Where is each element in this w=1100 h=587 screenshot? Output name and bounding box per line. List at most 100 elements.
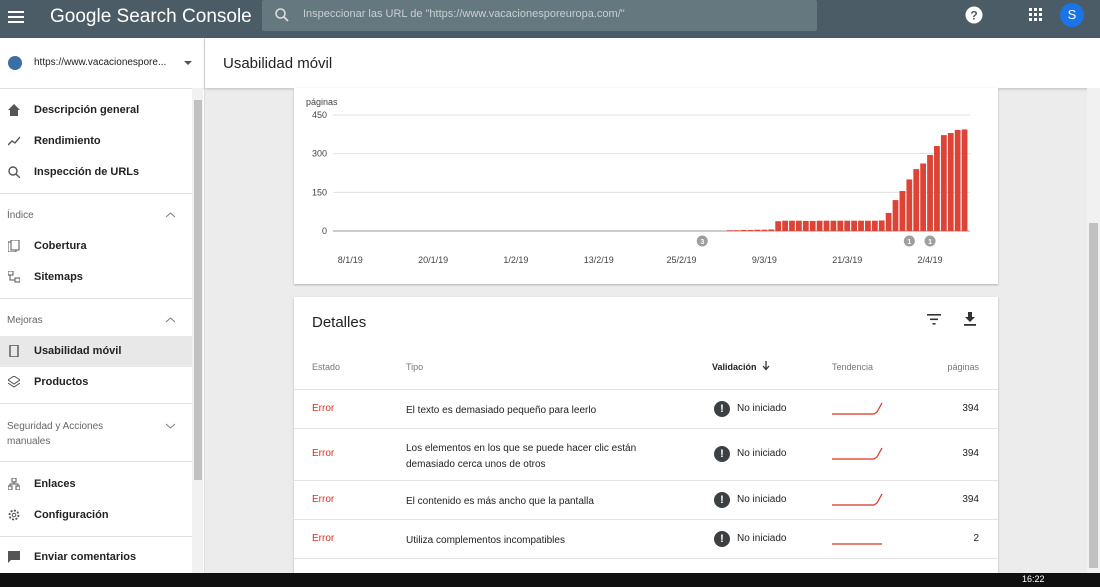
- column-header-sorted[interactable]: Validación: [712, 362, 757, 372]
- row-divider: [294, 519, 998, 520]
- bar: [837, 220, 844, 231]
- chart-card: páginas 0 150 300 450 8/1/19 20/1/19 1/2/19 13/…: [294, 88, 998, 284]
- validation-status: No iniciado: [737, 448, 787, 459]
- coverage-icon: [8, 240, 20, 252]
- search-icon: [275, 8, 289, 22]
- column-header: Estado: [312, 362, 341, 372]
- search-placeholder: Inspeccionar las URL de "https://www.vac…: [303, 8, 625, 20]
- apps-button[interactable]: [1029, 8, 1043, 22]
- annotation-count: 1: [928, 239, 932, 246]
- bar: [768, 229, 775, 231]
- help-button[interactable]: ?: [965, 6, 983, 24]
- issue-type: Los elementos en los que se puede hacer …: [406, 443, 637, 470]
- page-count: 394: [962, 493, 979, 505]
- bar: [816, 220, 823, 231]
- nav-item[interactable]: Rendimiento: [34, 135, 101, 147]
- annotation-marker[interactable]: [903, 235, 915, 247]
- search-box[interactable]: Inspeccionar las URL de "https://www.vac…: [262, 0, 817, 31]
- nav-item[interactable]: Sitemaps: [34, 271, 83, 283]
- bar: [892, 200, 899, 231]
- validation-icon: !: [714, 400, 730, 417]
- status: Error: [312, 493, 335, 505]
- divider: [0, 298, 192, 299]
- sort-arrow: [762, 361, 770, 371]
- column-header: Tendencia: [832, 362, 874, 372]
- issue-type: El texto es demasiado pequeño para leerl…: [406, 404, 597, 416]
- bar: [954, 129, 961, 231]
- annotation-marker[interactable]: [924, 235, 936, 247]
- page-title: Usabilidad móvil: [223, 55, 333, 72]
- menu-button[interactable]: [8, 10, 24, 24]
- bar: [947, 133, 954, 231]
- section-title[interactable]: Seguridad y Acciones manuales: [7, 421, 104, 447]
- row-divider: [294, 558, 998, 559]
- bar: [830, 220, 837, 231]
- annotation-count: 1: [907, 239, 911, 246]
- property-selector[interactable]: https://www.vacacionespore...: [34, 57, 167, 68]
- property-icon: [8, 56, 22, 70]
- bar: [726, 230, 733, 231]
- top-bar: Google Search Console Inspeccionar las U…: [0, 0, 1100, 38]
- annotation-marker[interactable]: [696, 235, 708, 247]
- nav-item[interactable]: Cobertura: [34, 240, 87, 252]
- bar: [761, 229, 768, 231]
- x-tick-label: 8/1/19: [338, 255, 363, 265]
- nav-item-selected[interactable]: Usabilidad móvil: [34, 345, 122, 357]
- bar: [899, 191, 906, 231]
- nav-item[interactable]: Configuración: [34, 509, 109, 521]
- inspect-icon: [8, 166, 20, 178]
- chart: páginas 0 150 300 450 8/1/19 20/1/19 1/2/19 13/…: [306, 97, 970, 265]
- validation-icon: !: [714, 491, 730, 508]
- sitemaps-icon: [8, 271, 20, 283]
- main-scrollbar: [1087, 88, 1100, 573]
- bar: [754, 229, 761, 231]
- filter-button[interactable]: [927, 314, 941, 325]
- details-title: Detalles: [312, 314, 367, 331]
- bar: [878, 220, 885, 231]
- sidebar: https://www.vacacionespore... Descripció…: [0, 38, 205, 573]
- x-tick-label: 20/1/19: [418, 255, 448, 265]
- y-tick-label: 450: [312, 110, 327, 120]
- products-icon: [8, 376, 20, 388]
- bar: [865, 220, 871, 231]
- nav-item[interactable]: Inspección de URLs: [34, 166, 140, 178]
- bar: [782, 220, 788, 231]
- nav-item[interactable]: Enviar comentarios: [34, 551, 137, 563]
- issue-type: Utiliza complementos incompatibles: [406, 534, 565, 546]
- issue-type: El contenido es más ancho que la pantall…: [406, 495, 594, 507]
- avatar[interactable]: S: [1060, 3, 1084, 27]
- section-title[interactable]: Mejoras: [7, 315, 43, 326]
- status: Error: [312, 402, 335, 414]
- home-icon: [8, 104, 20, 116]
- bar: [733, 230, 740, 231]
- validation-status: No iniciado: [737, 493, 787, 505]
- bar: [823, 220, 830, 231]
- divider: [0, 461, 192, 462]
- nav-item[interactable]: Descripción general: [34, 104, 140, 116]
- page-count: 394: [962, 448, 979, 459]
- nav-item[interactable]: Enlaces: [34, 478, 76, 490]
- details-card: Detalles Estado Tipo Validación Tendenci…: [294, 297, 998, 573]
- trend-sparkline: [832, 490, 884, 508]
- download-button[interactable]: [964, 312, 976, 326]
- bar: [809, 220, 816, 231]
- bar: [740, 229, 747, 231]
- bar: [802, 220, 809, 231]
- divider: [0, 88, 204, 89]
- sparkline: [832, 447, 883, 460]
- feedback-icon: [8, 551, 20, 563]
- bar: [775, 221, 782, 231]
- trend-sparkline: [832, 444, 884, 462]
- validation-status: No iniciado: [737, 532, 787, 544]
- bar: [961, 129, 968, 231]
- section-title[interactable]: Índice: [7, 210, 34, 221]
- svg-text:?: ?: [970, 9, 977, 23]
- bar: [851, 220, 858, 231]
- y-tick-label: 300: [312, 149, 327, 159]
- bar: [920, 163, 927, 231]
- y-axis-label: páginas: [306, 97, 338, 107]
- scrollbar-thumb[interactable]: [194, 100, 202, 480]
- main-scrollbar-thumb[interactable]: [1089, 223, 1098, 568]
- nav-item[interactable]: Productos: [34, 376, 89, 388]
